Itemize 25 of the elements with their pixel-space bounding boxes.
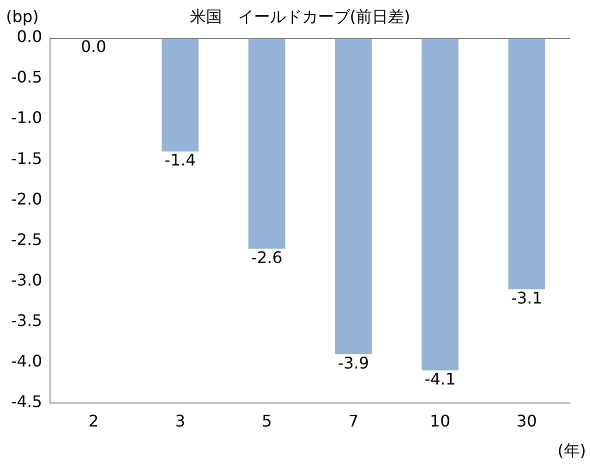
y-tick-label: -2.0 xyxy=(11,189,42,208)
x-tick-label: 7 xyxy=(348,412,359,431)
y-tick-label: -0.5 xyxy=(11,68,42,87)
x-tick-label: 30 xyxy=(516,412,537,431)
data-label: -4.1 xyxy=(424,370,456,389)
x-tick-label: 10 xyxy=(430,412,450,431)
x-tick-label: 3 xyxy=(175,412,186,431)
y-tick-label: -3.5 xyxy=(11,310,42,330)
y-tick-label: -1.0 xyxy=(11,108,42,128)
y-tick-label: -3.0 xyxy=(11,270,42,290)
y-tick-label: -2.5 xyxy=(11,230,42,249)
y-tick-label: 0.0 xyxy=(16,27,42,46)
x-tick-label: 2 xyxy=(88,412,99,431)
x-tick-label: 5 xyxy=(262,412,272,431)
data-label: -3.9 xyxy=(338,353,370,372)
y-axis-title: (bp) xyxy=(6,7,39,26)
x-axis-title: (年) xyxy=(558,441,586,460)
chart-title: 米国 イールドカーブ(前日差) xyxy=(190,7,410,26)
data-label: -2.6 xyxy=(251,248,282,267)
data-label: -3.1 xyxy=(511,288,542,308)
data-label: -1.4 xyxy=(164,150,196,170)
y-tick-label: -4.5 xyxy=(11,392,42,411)
y-tick-label: -1.5 xyxy=(11,148,42,168)
data-label: 0.0 xyxy=(80,37,106,56)
y-tick-label: -4.0 xyxy=(11,351,42,370)
